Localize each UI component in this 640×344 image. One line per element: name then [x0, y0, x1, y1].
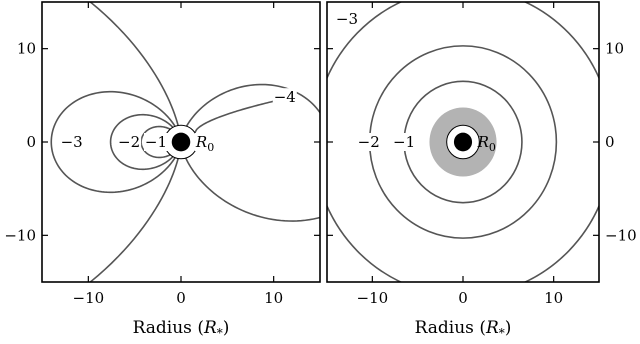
- x-tick-label: 0: [176, 289, 186, 307]
- r0-label: R0: [477, 133, 496, 154]
- right-panel: −1 −2 −3 R0 −10 0 10 −10 0 10 Radius (R*): [326, 1, 637, 340]
- y-tick-label: −10: [4, 226, 36, 244]
- central-source: [171, 132, 191, 152]
- contour-open-lower: [180, 142, 320, 222]
- contour-label-bg: [59, 133, 84, 151]
- x-tick-label: 10: [264, 289, 283, 307]
- left-panel: −1 −2 −3 −4 R0 −10 0 10 −10 0 10 Radius (R*): [4, 1, 321, 340]
- y-tick-label: 10: [17, 40, 36, 58]
- contour-level-3: [50, 90, 182, 194]
- right-plot-area: −1 −2 −3: [327, 2, 599, 282]
- contour-label: −4: [274, 88, 296, 106]
- r0-label: R0: [195, 133, 214, 154]
- contour-label: −2: [118, 133, 140, 151]
- x-axis-title: Radius (R*): [133, 318, 230, 340]
- x-axis-title: Radius (R*): [415, 318, 512, 340]
- contour-label: −1: [393, 133, 415, 151]
- y-tick-label: 10: [605, 40, 624, 58]
- x-tick-label: 0: [458, 289, 468, 307]
- y-tick-label: 0: [26, 133, 36, 151]
- contour-label: −3: [61, 133, 83, 151]
- x-tick-label: 10: [544, 289, 563, 307]
- x-tick-label: −10: [73, 289, 105, 307]
- central-source: [453, 132, 473, 152]
- contour-label: −3: [336, 10, 358, 28]
- x-tick-label: −10: [357, 289, 389, 307]
- y-tick-label: 0: [605, 133, 615, 151]
- contour-label-bg: [334, 9, 359, 28]
- contour-label: −1: [145, 133, 167, 151]
- contour-label-bg: [117, 133, 142, 151]
- left-plot-area: −1 −2 −3 −4: [50, 2, 320, 282]
- r0-label-bg: [194, 133, 219, 151]
- y-tick-label: −10: [605, 226, 637, 244]
- contour-level-4: [89, 2, 182, 282]
- contour-label-bg: [272, 88, 297, 107]
- contour-open-upper: [194, 98, 284, 134]
- contour-label-bg: [392, 133, 417, 151]
- contour-label: −2: [358, 133, 380, 151]
- contour-label-bg: [143, 133, 168, 151]
- contour-open-upper-outer: [180, 83, 320, 140]
- contour-level-2: [109, 113, 182, 171]
- contour-label-bg: [356, 133, 381, 151]
